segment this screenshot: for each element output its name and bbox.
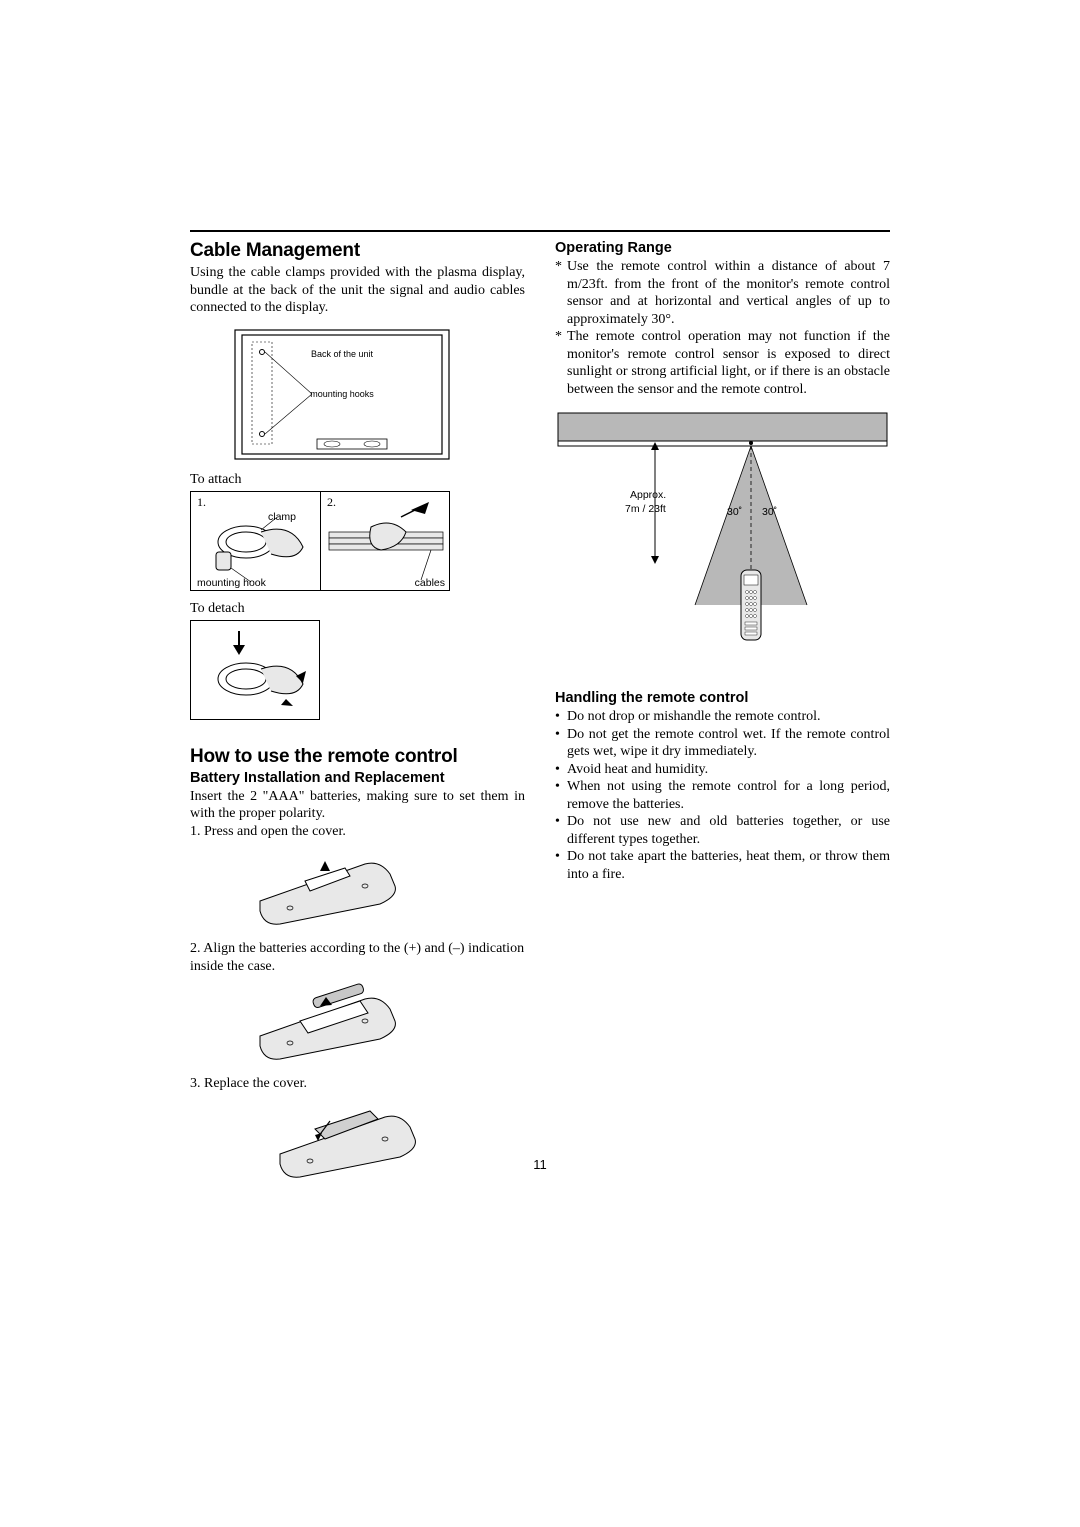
step1-text: 1. Press and open the cover. — [190, 823, 525, 841]
svg-text:mounting hook: mounting hook — [197, 577, 267, 589]
page-number: 11 — [0, 1157, 1080, 1172]
op-bullet-1: Use the remote control within a distance… — [555, 258, 890, 328]
svg-text:30˚: 30˚ — [727, 506, 742, 518]
handling-list: Do not drop or mishandle the remote cont… — [555, 708, 890, 883]
page: Cable Management Using the cable clamps … — [0, 0, 1080, 1527]
handling-4: When not using the remote control for a … — [555, 778, 890, 813]
svg-text:2.: 2. — [327, 495, 336, 509]
step2-text: 2. Align the batteries according to the … — [190, 940, 525, 975]
left-column: Cable Management Using the cable clamps … — [190, 240, 525, 1179]
fig-step2 — [250, 981, 525, 1061]
step3-text: 3. Replace the cover. — [190, 1075, 525, 1093]
battery-subheading: Battery Installation and Replacement — [190, 770, 525, 786]
svg-text:cables: cables — [415, 577, 445, 589]
handling-3: Avoid heat and humidity. — [555, 761, 890, 779]
fig-operating-range: Approx. 7m / 23ft 30˚ 30˚ — [555, 410, 890, 660]
back-of-unit-svg: Back of the unit mounting hooks — [232, 327, 452, 462]
svg-text:1.: 1. — [197, 495, 206, 509]
cable-management-body: Using the cable clamps provided with the… — [190, 264, 525, 317]
op-bullet-2: The remote control operation may not fun… — [555, 328, 890, 398]
operating-range-heading: Operating Range — [555, 240, 890, 256]
top-rule — [190, 230, 890, 232]
label-mounting-hooks: mounting hooks — [310, 389, 374, 399]
remote-control-heading: How to use the remote control — [190, 746, 525, 768]
right-column: Operating Range Use the remote control w… — [555, 240, 890, 1179]
label-back-of-unit: Back of the unit — [311, 349, 374, 359]
handling-6: Do not take apart the batteries, heat th… — [555, 848, 890, 883]
handling-2: Do not get the remote control wet. If th… — [555, 726, 890, 761]
columns: Cable Management Using the cable clamps … — [190, 240, 890, 1179]
handling-5: Do not use new and old batteries togethe… — [555, 813, 890, 848]
handling-1: Do not drop or mishandle the remote cont… — [555, 708, 890, 726]
fig-attach-row: 1. clamp mounting hook 2. — [190, 491, 525, 591]
battery-body: Insert the 2 "AAA" batteries, making sur… — [190, 788, 525, 823]
fig-back-of-unit: Back of the unit mounting hooks — [232, 327, 525, 462]
fig-attach-1: 1. clamp mounting hook — [190, 491, 320, 591]
operating-range-list: Use the remote control within a distance… — [555, 258, 890, 398]
fig-attach-2: 2. cables — [320, 491, 450, 591]
fig-step1 — [250, 846, 525, 926]
svg-text:Approx.: Approx. — [630, 489, 666, 501]
to-attach-label: To attach — [190, 472, 525, 488]
to-detach-label: To detach — [190, 601, 525, 617]
svg-text:30˚: 30˚ — [762, 506, 777, 518]
handling-heading: Handling the remote control — [555, 690, 890, 706]
fig-detach — [190, 620, 320, 720]
svg-text:7m / 23ft: 7m / 23ft — [625, 503, 666, 515]
cable-management-heading: Cable Management — [190, 240, 525, 262]
